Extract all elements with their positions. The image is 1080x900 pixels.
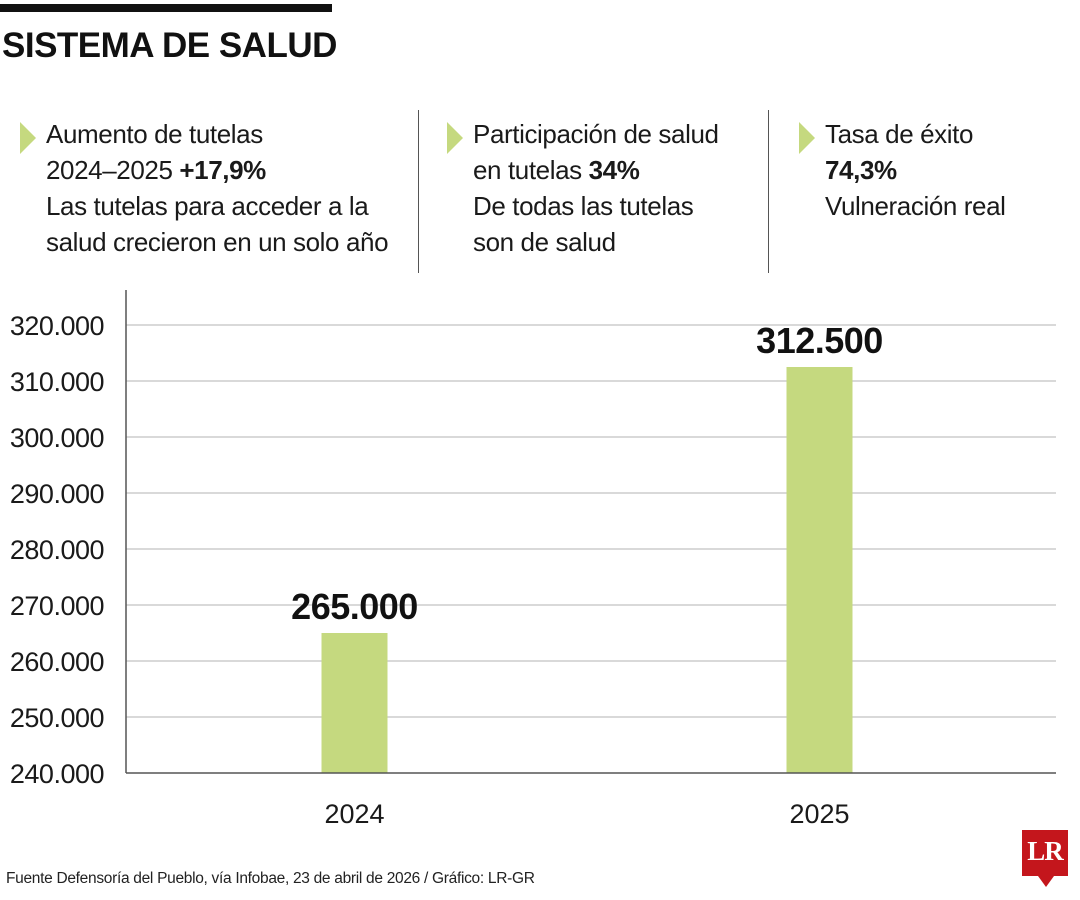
y-tick-label: 300.000 <box>10 423 104 453</box>
bar-2024 <box>321 633 388 773</box>
stat-label: Participación de salud <box>473 119 719 149</box>
bar-value-label: 312.500 <box>756 320 883 361</box>
title-rule <box>0 4 332 12</box>
stat-value: 34% <box>588 155 640 185</box>
stat-success-rate: Tasa de éxito 74,3% Vulneración real <box>799 116 1006 224</box>
logo-text: LR <box>1027 836 1064 866</box>
stat-divider <box>418 110 419 273</box>
stat-divider <box>768 110 769 273</box>
y-tick-label: 260.000 <box>10 647 104 677</box>
bar-2025 <box>786 367 853 773</box>
y-tick-label: 310.000 <box>10 367 104 397</box>
y-tick-label: 240.000 <box>10 759 104 789</box>
page-title: SISTEMA DE SALUD <box>2 26 337 65</box>
stat-tutelas-increase: Aumento de tutelas 2024–2025 +17,9% Las … <box>20 116 389 260</box>
stat-description: Vulneración real <box>825 191 1006 221</box>
stat-text: 2024–2025 <box>46 155 180 185</box>
chart-gridlines <box>126 324 1056 718</box>
x-tick-label: 2024 <box>324 799 384 829</box>
bar-value-label: 265.000 <box>291 586 418 627</box>
chart-labels: 240.000 250.000 260.000 270.000 280.000 290.0… <box>10 311 883 829</box>
stat-value: 74,3% <box>825 155 897 185</box>
y-tick-label: 250.000 <box>10 703 104 733</box>
y-tick-label: 280.000 <box>10 535 104 565</box>
triangle-bullet-icon <box>20 122 36 154</box>
x-tick-label: 2025 <box>789 799 849 829</box>
stat-description: Las tutelas para acceder a la <box>46 191 369 221</box>
stat-health-share: Participación de salud en tutelas 34% De… <box>447 116 719 260</box>
stat-description: salud crecieron en un solo año <box>46 227 389 257</box>
stat-label: Tasa de éxito <box>825 119 974 149</box>
lr-logo: LR <box>1022 830 1068 888</box>
stat-label: Aumento de tutelas <box>46 119 263 149</box>
stat-description: son de salud <box>473 227 616 257</box>
triangle-bullet-icon <box>447 122 463 154</box>
source-note: Fuente Defensoría del Pueblo, vía Infoba… <box>6 870 535 887</box>
y-tick-label: 320.000 <box>10 311 104 341</box>
stat-description: De todas las tutelas <box>473 191 694 221</box>
stat-text: en tutelas <box>473 155 589 185</box>
y-tick-label: 290.000 <box>10 479 104 509</box>
bar-chart: 240.000 250.000 260.000 270.000 280.000 290.0… <box>10 290 1056 829</box>
stat-value: +17,9% <box>179 155 266 185</box>
triangle-bullet-icon <box>799 122 815 154</box>
y-tick-label: 270.000 <box>10 591 104 621</box>
chart-bars <box>321 367 853 773</box>
